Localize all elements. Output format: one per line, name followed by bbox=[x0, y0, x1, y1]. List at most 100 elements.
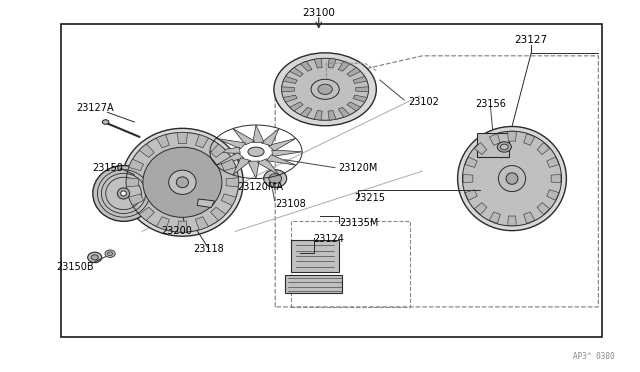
Polygon shape bbox=[248, 161, 259, 179]
Text: AP3^ 0380: AP3^ 0380 bbox=[573, 352, 615, 361]
Text: 23150: 23150 bbox=[92, 163, 123, 173]
Ellipse shape bbox=[122, 128, 243, 236]
FancyBboxPatch shape bbox=[477, 133, 509, 157]
Ellipse shape bbox=[269, 174, 282, 183]
Text: 23200: 23200 bbox=[161, 227, 192, 236]
Polygon shape bbox=[328, 110, 336, 120]
Polygon shape bbox=[233, 129, 255, 145]
Polygon shape bbox=[508, 132, 516, 141]
Text: 23120M: 23120M bbox=[338, 163, 378, 173]
Polygon shape bbox=[353, 76, 367, 83]
Polygon shape bbox=[524, 134, 535, 145]
Polygon shape bbox=[489, 212, 500, 223]
Ellipse shape bbox=[500, 144, 508, 150]
Polygon shape bbox=[211, 144, 225, 157]
Ellipse shape bbox=[117, 188, 130, 199]
Ellipse shape bbox=[93, 166, 154, 221]
Polygon shape bbox=[347, 102, 360, 111]
Polygon shape bbox=[211, 207, 225, 221]
Text: 23100: 23100 bbox=[302, 8, 335, 18]
Text: 23124: 23124 bbox=[314, 234, 344, 244]
Polygon shape bbox=[474, 203, 487, 215]
Polygon shape bbox=[551, 174, 561, 183]
Ellipse shape bbox=[497, 142, 511, 152]
Polygon shape bbox=[197, 199, 214, 208]
Polygon shape bbox=[140, 144, 154, 157]
Text: 23135M: 23135M bbox=[339, 218, 379, 228]
Polygon shape bbox=[328, 58, 336, 68]
Polygon shape bbox=[216, 153, 244, 165]
Polygon shape bbox=[283, 95, 297, 102]
Ellipse shape bbox=[282, 58, 369, 120]
Polygon shape bbox=[195, 135, 209, 148]
Polygon shape bbox=[524, 212, 535, 223]
Polygon shape bbox=[233, 158, 251, 175]
Text: 23215: 23215 bbox=[355, 193, 385, 203]
Ellipse shape bbox=[143, 147, 222, 217]
Polygon shape bbox=[156, 217, 170, 230]
Text: 23156: 23156 bbox=[475, 99, 506, 109]
Polygon shape bbox=[283, 76, 297, 83]
Polygon shape bbox=[221, 159, 236, 171]
Polygon shape bbox=[489, 134, 500, 145]
Ellipse shape bbox=[506, 173, 518, 184]
FancyBboxPatch shape bbox=[291, 240, 339, 272]
Polygon shape bbox=[547, 157, 559, 167]
Ellipse shape bbox=[311, 79, 339, 99]
Polygon shape bbox=[356, 87, 369, 92]
Polygon shape bbox=[508, 216, 516, 225]
Polygon shape bbox=[290, 102, 303, 111]
Polygon shape bbox=[465, 190, 477, 200]
Polygon shape bbox=[140, 207, 154, 221]
Polygon shape bbox=[282, 87, 294, 92]
Polygon shape bbox=[177, 221, 188, 232]
Polygon shape bbox=[129, 194, 143, 205]
Ellipse shape bbox=[248, 147, 264, 157]
Ellipse shape bbox=[145, 183, 160, 198]
FancyBboxPatch shape bbox=[285, 275, 342, 293]
Polygon shape bbox=[474, 142, 487, 154]
Polygon shape bbox=[537, 142, 550, 154]
Ellipse shape bbox=[148, 187, 156, 194]
Ellipse shape bbox=[458, 126, 566, 231]
Ellipse shape bbox=[499, 166, 525, 192]
Polygon shape bbox=[195, 217, 209, 230]
Ellipse shape bbox=[318, 84, 332, 94]
Text: 23150B: 23150B bbox=[57, 262, 94, 272]
Polygon shape bbox=[261, 129, 279, 146]
Polygon shape bbox=[339, 61, 350, 71]
Polygon shape bbox=[465, 157, 477, 167]
Polygon shape bbox=[353, 95, 367, 102]
Polygon shape bbox=[126, 178, 139, 187]
Polygon shape bbox=[300, 107, 312, 117]
Polygon shape bbox=[253, 125, 264, 142]
Polygon shape bbox=[463, 174, 473, 183]
Ellipse shape bbox=[264, 170, 287, 187]
Ellipse shape bbox=[176, 177, 188, 187]
Polygon shape bbox=[547, 190, 559, 200]
Polygon shape bbox=[156, 135, 170, 148]
Polygon shape bbox=[266, 155, 296, 165]
Ellipse shape bbox=[463, 131, 561, 226]
Polygon shape bbox=[290, 68, 303, 77]
Polygon shape bbox=[314, 58, 322, 68]
Bar bbox=[61, 24, 602, 337]
Ellipse shape bbox=[121, 191, 126, 196]
Text: 23118: 23118 bbox=[193, 244, 224, 254]
Polygon shape bbox=[300, 61, 312, 71]
Ellipse shape bbox=[105, 250, 115, 257]
Ellipse shape bbox=[102, 120, 109, 124]
Polygon shape bbox=[129, 159, 143, 171]
Ellipse shape bbox=[169, 170, 196, 195]
Text: 23120MA: 23120MA bbox=[237, 182, 283, 192]
Polygon shape bbox=[216, 138, 246, 149]
Polygon shape bbox=[257, 159, 279, 175]
Polygon shape bbox=[537, 203, 550, 215]
Text: 23127: 23127 bbox=[515, 35, 548, 45]
Polygon shape bbox=[272, 150, 302, 157]
Polygon shape bbox=[210, 147, 240, 154]
Text: 23102: 23102 bbox=[408, 97, 439, 107]
Polygon shape bbox=[177, 132, 188, 144]
Polygon shape bbox=[268, 138, 296, 151]
Polygon shape bbox=[221, 194, 236, 205]
